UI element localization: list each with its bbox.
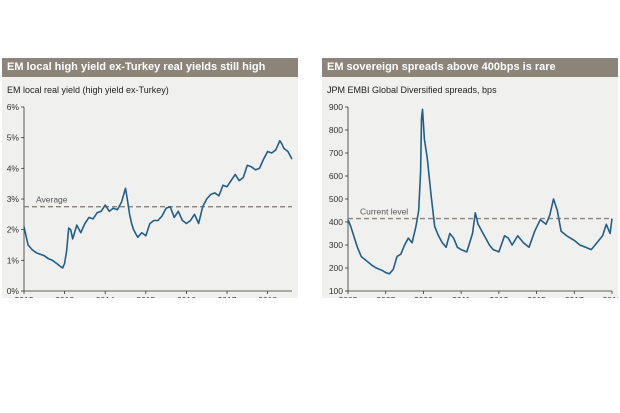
x-tick-label: 2018 [258,295,277,298]
x-tick-label: 2012 [15,295,34,298]
y-tick-label: 800 [329,125,343,135]
real-yield-chart: 0% 1% 2% 3% 4% 5% 6% 2012 2013 2014 2015 2016 2017 20… [7,102,293,298]
panel-body: JPM EMBI Global Diversified spreads, bps… [322,77,618,298]
x-tick-label: 2015 [527,295,546,298]
y-tick-label: 100 [329,286,343,296]
reference-line-label: Average [36,195,68,205]
x-tick-label: 2011 [452,295,471,298]
chart-subtitle: EM local real yield (high yield ex-Turke… [7,85,169,95]
y-tick-label: 2% [7,225,20,235]
x-tick-label: 2009 [414,295,433,298]
chart-panel-left: EM local high yield ex-Turkey real yield… [2,58,298,298]
y-tick-label: 200 [329,263,343,273]
series-line [23,139,293,269]
reference-line-label: Current level [360,207,408,217]
x-tick-label: 2013 [55,295,74,298]
x-tick-label: 2017 [565,295,584,298]
y-tick-label: 0% [7,286,20,296]
y-tick-label: 600 [329,171,343,181]
y-tick-label: 400 [329,217,343,227]
x-tick-label: 2007 [376,295,395,298]
y-tick-label: 1% [7,255,20,265]
y-tick-label: 6% [7,102,20,112]
x-tick-label: 2005 [339,295,358,298]
spreads-chart: 100 200 300 400 500 600 700 800 900 2005 2007 2009 2… [329,102,618,298]
x-tick-label: 2013 [489,295,508,298]
chart-subtitle: JPM EMBI Global Diversified spreads, bps [327,85,497,95]
x-tick-label: 2015 [136,295,155,298]
y-tick-label: 300 [329,240,343,250]
series-line [347,108,613,275]
chart-panel-right: EM sovereign spreads above 400bps is rar… [322,58,618,298]
x-tick-label: 2017 [218,295,237,298]
panel-title: EM local high yield ex-Turkey real yield… [2,58,298,77]
y-tick-label: 4% [7,163,20,173]
y-tick-label: 3% [7,194,20,204]
y-tick-label: 700 [329,148,343,158]
panel-body: EM local real yield (high yield ex-Turke… [2,77,298,298]
x-tick-label: 2019 [603,295,618,298]
x-tick-label: 2014 [96,295,115,298]
x-tick-label: 2016 [177,295,196,298]
y-tick-label: 500 [329,194,343,204]
panel-title: EM sovereign spreads above 400bps is rar… [322,58,618,77]
y-tick-label: 900 [329,102,343,112]
y-tick-label: 5% [7,133,20,143]
